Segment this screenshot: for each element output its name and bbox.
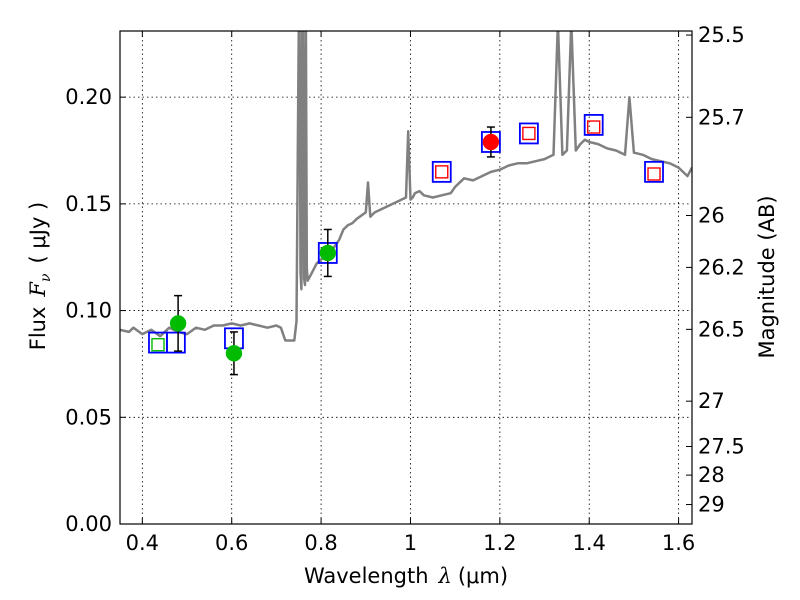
x-axis-label: Wavelength λ (μm) [304,564,508,588]
point-open-square [586,120,601,134]
x-tick-label: 1.6 [662,531,695,555]
y2-tick-label: 28 [698,463,725,487]
y2-axis-label: Magnitude (AB) [755,195,779,358]
point-open-square [151,338,165,352]
x-tick-label: 1 [404,531,417,555]
model-point-blue-square [583,114,604,136]
y-tick-label: 0.20 [65,85,112,109]
y2-tick-label: 25.5 [698,23,745,47]
y-tick-label: 0.00 [65,512,112,536]
y2-tick-label: 29 [698,493,725,517]
observed-point [169,315,187,332]
grid-lines [120,31,692,525]
point-open-square [522,126,536,141]
y-tick-label: 0.15 [65,192,112,216]
y2-tick-label: 27 [698,389,725,413]
point-open-square [435,165,449,179]
point-open-square [647,167,661,181]
y-tick-label: 0.10 [65,299,112,323]
y2-tick-label: 26.2 [698,255,745,279]
y-tick-label: 0.05 [65,405,112,429]
y2-tick-label: 26 [698,203,725,227]
observed-point [482,133,500,151]
model-point-blue-square [431,160,452,183]
y-axis-label: FluxFν( μJy ) [26,202,54,350]
model-point-blue-square [165,331,186,354]
x-tick-label: 1.2 [483,531,516,555]
x-tick-label: 0.6 [215,531,248,555]
model-point-blue-square [518,122,539,145]
x-tick-label: 1.4 [573,531,606,555]
x-tick-label: 0.8 [304,531,337,555]
plot-frame [119,30,693,525]
model-spectrum-layer [120,31,692,342]
y2-tick-label: 25.7 [698,105,745,129]
x-tick-label: 0.4 [126,531,159,555]
model-point-blue-square [644,160,664,183]
marker-layer [148,114,664,376]
observed-point [319,244,337,262]
y2-tick-label: 26.5 [698,317,745,341]
observed-point [225,345,243,362]
model-spectrum-line [120,31,692,342]
y2-tick-label: 27.5 [698,435,745,459]
axis-ticks: 0.4 0.6 0.8 1 1.2 1.4 1.6 0.00 0.05 0.10 0.15 0.20 2… [65,23,745,555]
